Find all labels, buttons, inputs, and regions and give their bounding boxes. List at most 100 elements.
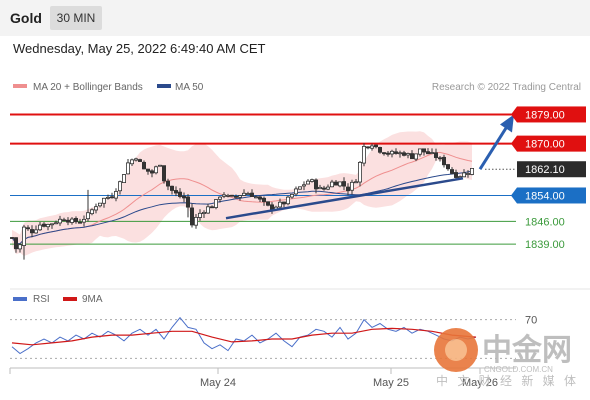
candle-body-up (50, 223, 55, 226)
candle (90, 208, 95, 216)
candle (305, 179, 310, 185)
candle-body-down (173, 190, 178, 194)
candle-body-up (465, 173, 470, 175)
candle-body-up (70, 218, 75, 223)
candle (98, 202, 103, 208)
timeframe-button[interactable]: 30 MIN (50, 6, 102, 30)
x-axis-ticks: May 24 May 25 May 26 (200, 368, 498, 389)
candle (253, 195, 258, 199)
candle (213, 199, 218, 210)
watermark: 中金网 CNGOLD.COM.CN 中 文 财 经 新 媒 体 (434, 328, 579, 388)
watermark-slogan: 中 文 财 经 新 媒 体 (436, 373, 579, 388)
ma20-legend-label: MA 20 + Bollinger Bands (33, 82, 143, 93)
watermark-logo-inner-icon (445, 339, 467, 361)
candle (126, 159, 131, 175)
candle (209, 205, 214, 209)
candle-body-down (441, 156, 446, 166)
candle-body-down (229, 194, 234, 197)
candle-body-down (110, 196, 115, 199)
candle-body-up (389, 150, 394, 155)
candle (34, 225, 39, 234)
candle (357, 161, 362, 187)
candle (453, 169, 458, 179)
candle (201, 210, 206, 219)
x-tick-label: May 24 (200, 377, 236, 389)
candle-body-up (17, 244, 22, 250)
candle (129, 158, 134, 166)
chart-datetime: Wednesday, May 25, 2022 6:49:40 AM CET (13, 41, 266, 56)
candle (353, 178, 358, 184)
candle (185, 194, 190, 218)
candle (381, 152, 386, 156)
candle (233, 194, 238, 199)
candle-body-up (126, 162, 131, 175)
candle-body-down (453, 172, 458, 178)
candle (413, 153, 418, 162)
candle-body-down (169, 185, 174, 191)
candle-body-up (293, 188, 298, 195)
candle (42, 222, 47, 228)
candle-body-up (38, 224, 43, 231)
candle-body-down (437, 157, 442, 160)
candle (337, 181, 342, 188)
level-label-1870.00: 1870.00 (525, 139, 565, 151)
candle-body-down (269, 204, 274, 210)
candle (66, 217, 71, 226)
candle-body-down (433, 152, 438, 159)
candle-body-up (329, 181, 334, 188)
candle (50, 223, 55, 229)
candle (333, 180, 338, 186)
level-label-1879.00: 1879.00 (525, 109, 565, 121)
candle (317, 184, 322, 190)
candle-body-up (309, 179, 314, 182)
candle-body-up (114, 191, 119, 199)
level-label-box-1879.00 (517, 106, 586, 123)
candle-body-down (25, 227, 30, 230)
level-label-box-1854.00 (517, 187, 586, 204)
candle-body-up (82, 218, 87, 223)
candle (449, 167, 454, 175)
candle (373, 144, 378, 149)
candle (389, 149, 394, 158)
candle-body-up (122, 174, 127, 183)
candle (118, 180, 123, 195)
candle-body-up (54, 222, 59, 225)
candle-body-up (297, 186, 302, 190)
candle-body-down (409, 153, 414, 160)
candle (285, 195, 290, 206)
candle-body-down (313, 179, 318, 190)
candle-body-up (21, 226, 26, 246)
candle-body-up (289, 193, 294, 198)
candle (237, 195, 242, 201)
candle (17, 243, 22, 253)
candle-body-up (102, 197, 107, 204)
candle-body-up (461, 172, 466, 178)
rsi-line (11, 316, 477, 355)
candle-body-down (341, 181, 346, 187)
candle (465, 170, 470, 178)
candle (289, 193, 294, 199)
candle (70, 217, 75, 225)
candle (417, 148, 422, 157)
candle-body-up (349, 181, 354, 191)
candle (62, 217, 67, 222)
candle (461, 169, 466, 178)
watermark-site: CNGOLD.COM.CN (484, 365, 553, 374)
level-labels: 1879.00 1870.00 1862.10 1854.00 1846.00 1839.… (511, 106, 586, 251)
candle-body-down (261, 197, 266, 202)
candle-body-down (209, 206, 214, 209)
level-label-1839.00: 1839.00 (525, 239, 565, 251)
ma20-legend-swatch (13, 84, 27, 88)
candle-body-up (413, 153, 418, 160)
candle (401, 150, 406, 157)
level-label-arrow-1854.00 (511, 187, 517, 204)
candle (349, 179, 354, 195)
candle (385, 151, 390, 157)
candle-body-down (137, 159, 142, 162)
credit-text: Research © 2022 Trading Central (432, 82, 581, 93)
candle (110, 192, 115, 199)
rsi-layer: 70 (10, 315, 537, 359)
candle (265, 201, 270, 207)
candle-body-up (337, 181, 342, 187)
